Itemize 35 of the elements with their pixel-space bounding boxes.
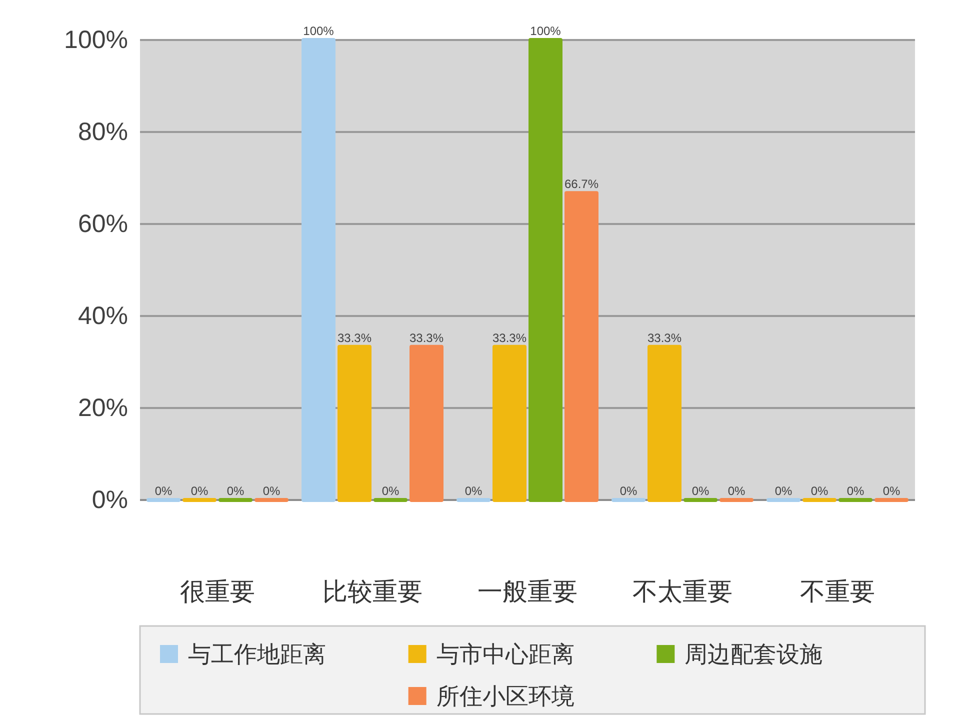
data-label: 0% bbox=[464, 484, 482, 498]
y-tick-label: 40% bbox=[78, 302, 128, 330]
y-tick-label: 60% bbox=[78, 210, 128, 238]
data-label: 33.3% bbox=[492, 330, 527, 345]
data-label: 0% bbox=[692, 484, 710, 498]
data-label: 0% bbox=[846, 484, 864, 498]
data-label: 0% bbox=[262, 484, 280, 498]
x-tick-label: 比较重要 bbox=[322, 578, 422, 606]
data-label: 100% bbox=[530, 24, 562, 38]
data-label: 33.3% bbox=[337, 330, 372, 345]
y-tick-label: 80% bbox=[78, 118, 128, 146]
data-label: 0% bbox=[774, 484, 792, 498]
legend-label: 与市中心距离 bbox=[436, 641, 574, 667]
data-label: 0% bbox=[226, 484, 244, 498]
data-label: 100% bbox=[303, 24, 334, 38]
x-tick-label: 很重要 bbox=[180, 578, 255, 606]
y-tick-label: 0% bbox=[92, 486, 128, 514]
legend-label: 所住小区环境 bbox=[436, 683, 574, 709]
data-label: 33.3% bbox=[409, 330, 444, 345]
data-label: 0% bbox=[154, 484, 172, 498]
x-tick-label: 不重要 bbox=[800, 578, 875, 606]
legend-label: 与工作地距离 bbox=[188, 641, 326, 667]
x-tick-label: 不太重要 bbox=[632, 578, 732, 606]
legend-label: 周边配套设施 bbox=[684, 641, 823, 667]
data-label: 0% bbox=[190, 484, 208, 498]
data-label: 0% bbox=[620, 484, 638, 498]
data-label: 0% bbox=[810, 484, 828, 498]
x-tick-label: 一般重要 bbox=[478, 578, 578, 606]
y-tick-label: 100% bbox=[64, 26, 128, 54]
data-label: 0% bbox=[382, 484, 400, 498]
data-label: 0% bbox=[882, 484, 900, 498]
data-label: 0% bbox=[728, 484, 746, 498]
data-label: 33.3% bbox=[647, 330, 682, 345]
data-label: 66.7% bbox=[564, 177, 599, 192]
y-tick-label: 20% bbox=[78, 394, 128, 422]
